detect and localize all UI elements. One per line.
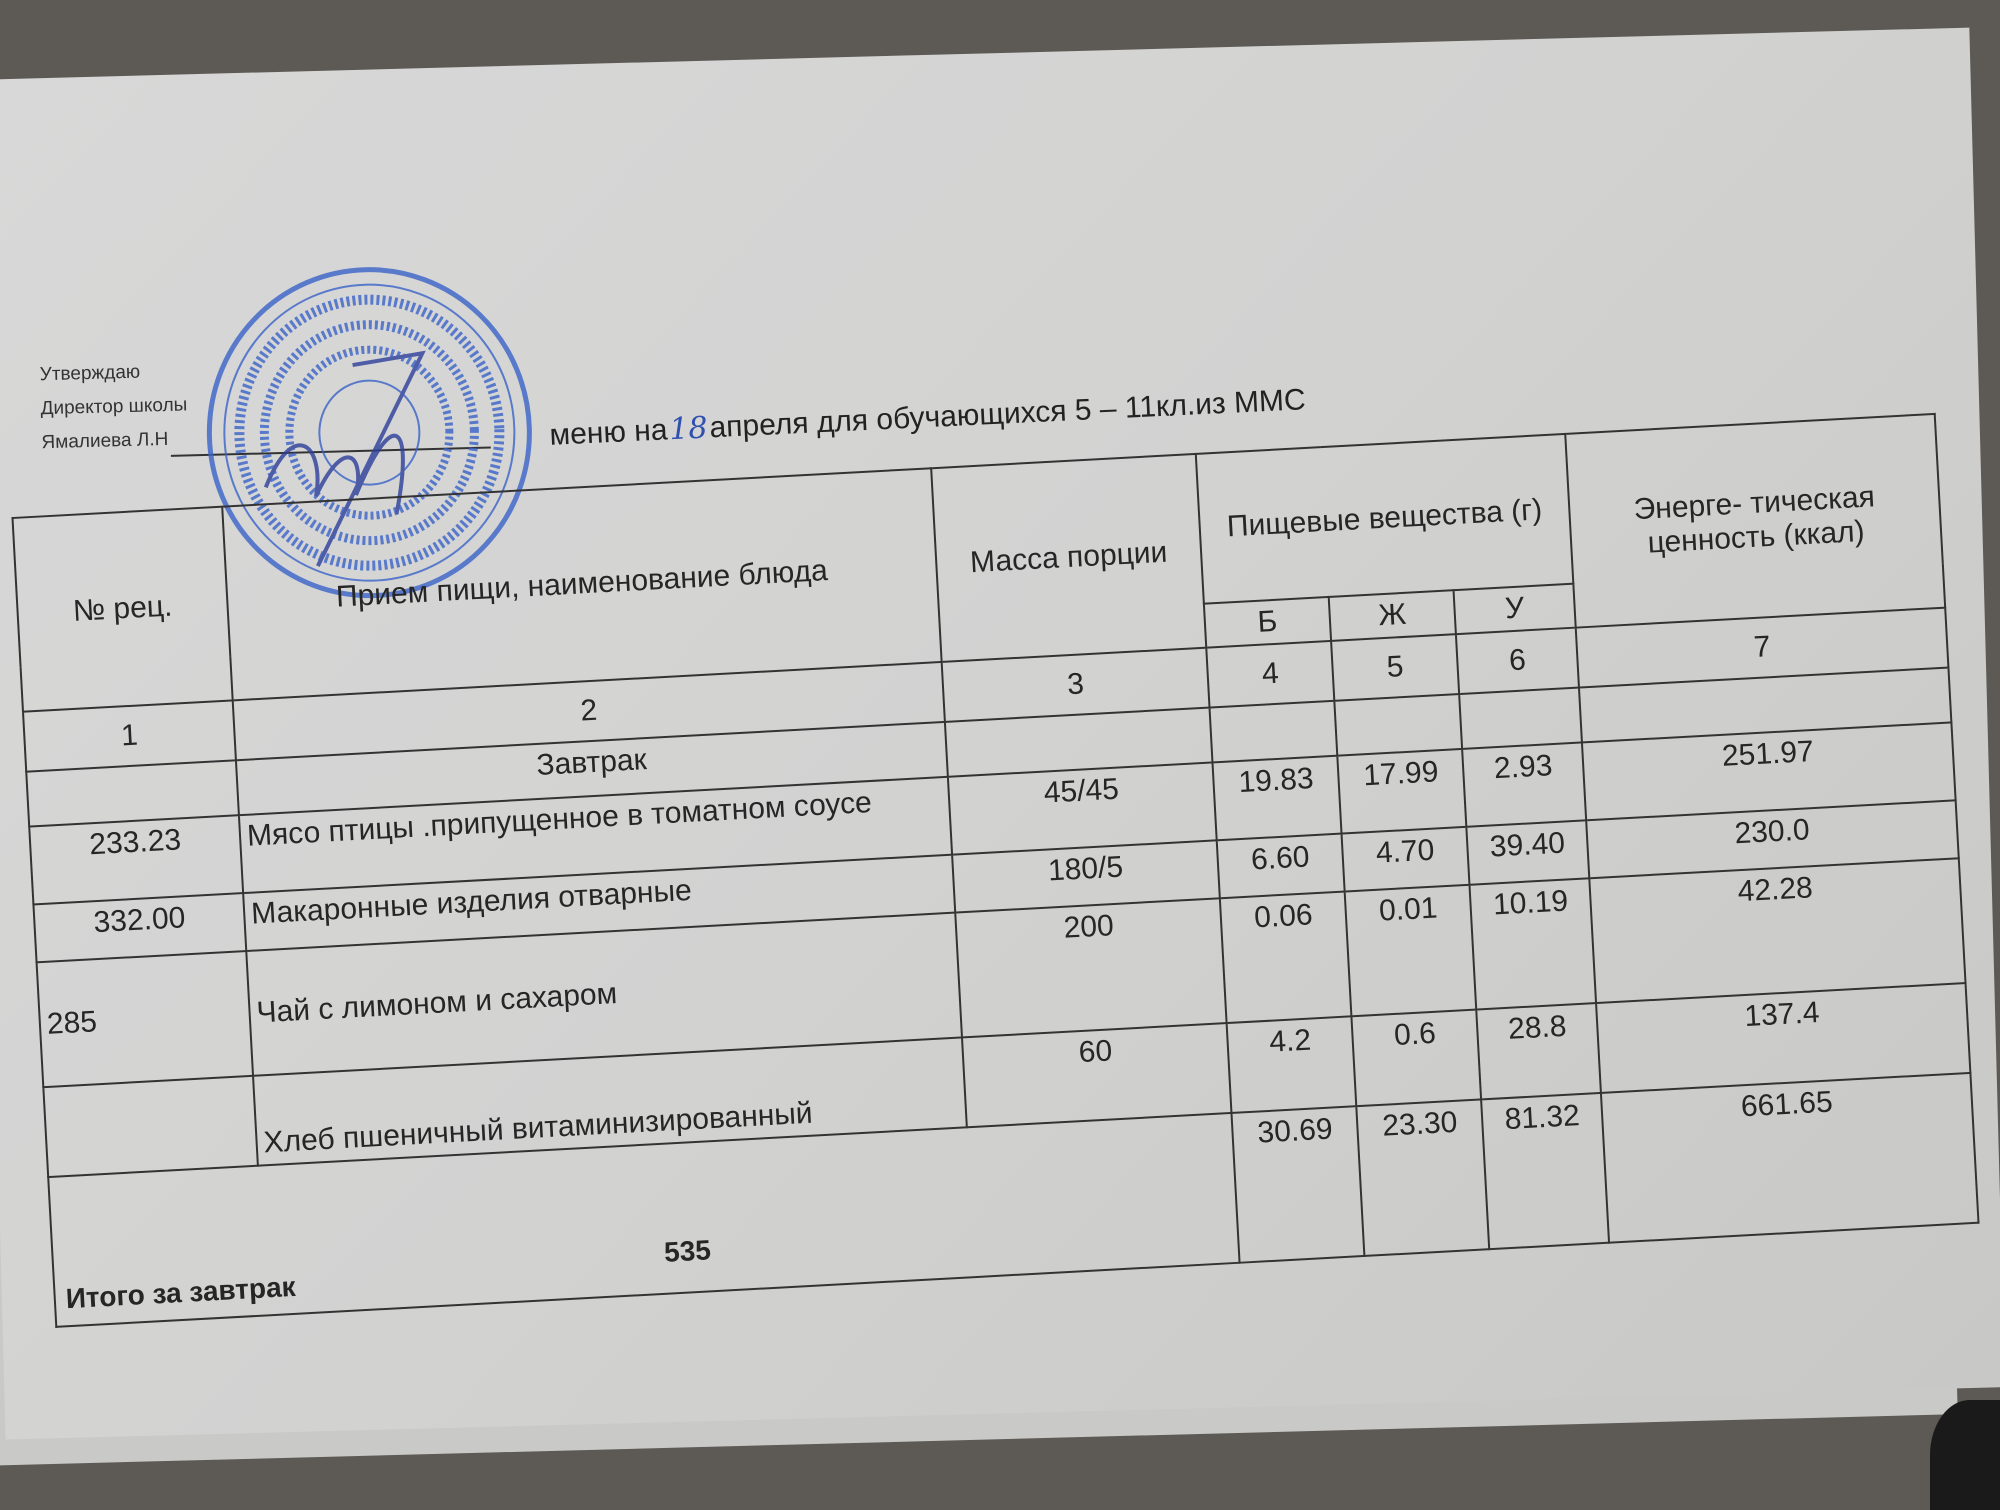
header-mass: Масса порции: [931, 453, 1207, 662]
total-mass: 535: [663, 1234, 712, 1268]
header-dish: Прием пищи, наименование блюда: [222, 468, 942, 701]
handwritten-date: 18: [668, 410, 709, 448]
protein: 0.06: [1219, 891, 1352, 1024]
recipe-no: [43, 1075, 258, 1178]
colnum-1: 1: [22, 700, 236, 772]
document-title: меню на18апреля для обучающихся 5 – 11кл…: [549, 382, 1307, 453]
mass: 45/45: [947, 762, 1217, 855]
title-prefix: меню на: [548, 413, 669, 452]
protein: 6.60: [1216, 833, 1345, 899]
total-protein: 30.69: [1231, 1106, 1365, 1263]
protein: 4.2: [1226, 1016, 1357, 1113]
recipe-no: 233.23: [29, 815, 244, 905]
colnum-6: 6: [1455, 627, 1579, 695]
header-carbs: У: [1453, 583, 1576, 635]
mass: 60: [961, 1023, 1232, 1128]
header-recipe-no: № рец.: [12, 506, 233, 712]
energy: 42.28: [1589, 858, 1966, 1004]
mass: 200: [955, 898, 1227, 1038]
director-name: Ямалиева Л.Н: [41, 428, 169, 454]
total-energy: 661.65: [1600, 1072, 1979, 1243]
menu-table: № рец. Прием пищи, наименование блюда Ма…: [11, 413, 1979, 1328]
fat: 4.70: [1341, 826, 1470, 892]
carbs: 28.8: [1476, 1003, 1601, 1100]
header-energy: Энерге- тическая ценность (ккал): [1565, 413, 1946, 628]
header-protein: Б: [1203, 596, 1332, 648]
background-object: [1930, 1400, 2000, 1510]
section-empty: [1209, 700, 1338, 763]
protein: 19.83: [1212, 755, 1342, 841]
colnum-5: 5: [1331, 634, 1460, 701]
recipe-no: 285: [36, 951, 254, 1088]
carbs: 10.19: [1469, 878, 1597, 1010]
total-fat: 23.30: [1356, 1099, 1490, 1256]
carbs: 39.40: [1466, 820, 1590, 885]
title-suffix: апреля для обучающихся 5 – 11кл.из ММС: [708, 383, 1307, 445]
fat: 0.6: [1351, 1009, 1482, 1107]
fat: 17.99: [1337, 748, 1467, 834]
menu-table-wrap: № рец. Прием пищи, наименование блюда Ма…: [11, 413, 1979, 1328]
total-label: Итого за завтрак: [64, 1270, 297, 1315]
section-empty: [1459, 687, 1582, 749]
document-page: Утверждаю Директор школы Ямалиева Л.Н ме…: [0, 27, 2000, 1440]
header-fat: Ж: [1328, 590, 1456, 641]
total-carbs: 81.32: [1481, 1092, 1610, 1250]
section-empty: [1334, 694, 1463, 756]
fat: 0.01: [1344, 884, 1477, 1017]
colnum-4: 4: [1206, 640, 1335, 708]
round-seal-stamp: [206, 267, 532, 599]
header-nutrients: Пищевые вещества (г): [1195, 433, 1574, 604]
carbs: 2.93: [1462, 742, 1587, 827]
